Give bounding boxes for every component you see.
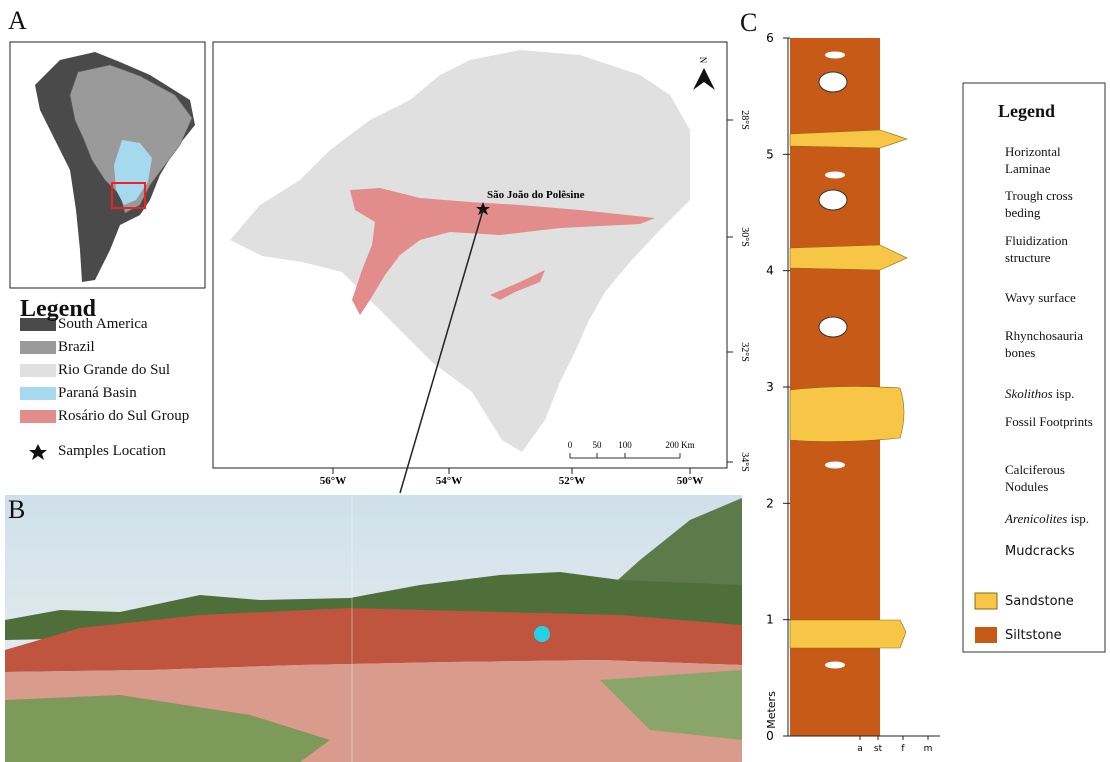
legend-item: Fossil Footprints	[1005, 413, 1100, 430]
legend-swatch	[20, 410, 56, 423]
lon-label: 56°W	[320, 475, 346, 487]
scale-label: 0	[568, 440, 573, 450]
legend-swatch	[20, 364, 56, 377]
grain-label: m	[924, 744, 933, 754]
sandstone-bed	[790, 620, 906, 648]
legend-item: Skolithos isp.	[1005, 385, 1100, 402]
lat-label: 34°S	[739, 452, 750, 472]
bone	[819, 317, 847, 337]
legend-swatch	[975, 627, 997, 643]
nodule	[825, 172, 845, 179]
north-label: N	[698, 57, 708, 64]
legend-swatch	[975, 593, 997, 609]
legend-swatch	[20, 341, 56, 354]
y-tick-label: 0	[766, 729, 774, 743]
lon-label: 52°W	[559, 475, 585, 487]
legend-item: Horizontal Laminae	[1005, 143, 1100, 177]
legend-item: Rosário do Sul Group	[58, 408, 189, 425]
genus: Arenicolites	[1005, 511, 1067, 526]
legend-swatch	[20, 387, 56, 400]
legend-item: Samples Location	[58, 443, 166, 460]
axis-label: Meters	[765, 691, 778, 729]
legend-item: Calciferous Nodules	[1005, 461, 1100, 495]
grain-label: a	[857, 744, 863, 754]
scale-label: 200 Km	[665, 440, 694, 450]
lat-label: 28°S	[739, 110, 750, 130]
legend-item: Brazil	[58, 339, 95, 356]
scale-label: 50	[593, 440, 603, 450]
legend-star	[29, 444, 47, 460]
y-tick-label: 3	[766, 380, 774, 394]
sandstone-bed	[790, 386, 904, 441]
suffix: isp.	[1056, 386, 1074, 401]
grain-label: st	[874, 744, 883, 754]
genus: Skolithos	[1005, 386, 1053, 401]
legend-item: Rhynchosauria bones	[1005, 327, 1100, 361]
bone	[819, 190, 847, 210]
legend-item: Paraná Basin	[58, 385, 137, 402]
legend-item: Fluidization structure	[1005, 232, 1100, 266]
lon-label: 54°W	[436, 475, 462, 487]
nodule	[825, 52, 845, 59]
legend-item: Arenicolites isp.	[1005, 510, 1100, 527]
legend-item: South America	[58, 316, 148, 333]
nodule	[825, 462, 845, 469]
panel-letter: A	[8, 6, 27, 36]
y-tick-label: 1	[766, 613, 774, 627]
site-label: São João do Polêsine	[487, 189, 585, 201]
suffix: isp.	[1071, 511, 1089, 526]
figure: N São João do Polêsine Meters 28°S30°S32…	[0, 0, 1110, 762]
grain-label: f	[901, 744, 905, 754]
y-tick-label: 5	[766, 147, 774, 161]
legend-item: Wavy surface	[1005, 289, 1100, 306]
legend-item: Siltstone	[1005, 627, 1100, 644]
bone	[819, 72, 847, 92]
panel-letter: B	[8, 495, 25, 525]
lat-label: 32°S	[739, 342, 750, 362]
nodule	[825, 662, 845, 669]
legend-item: Trough cross beding	[1005, 187, 1100, 221]
y-tick-label: 2	[766, 496, 774, 510]
panel-letter: C	[740, 8, 757, 38]
legend-title: Legend	[998, 103, 1055, 120]
y-tick-label: 6	[766, 31, 774, 45]
y-tick-label: 4	[766, 264, 774, 278]
legend-item: Sandstone	[1005, 593, 1100, 610]
lat-label: 30°S	[739, 227, 750, 247]
lon-label: 50°W	[677, 475, 703, 487]
legend-item: Mudcracks	[1005, 543, 1100, 560]
scale-label: 100	[618, 440, 632, 450]
page: N São João do Polêsine Meters 28°S30°S32…	[0, 0, 1110, 762]
sample-point	[534, 626, 550, 642]
legend-item: Rio Grande do Sul	[58, 362, 170, 379]
sandstone-bed	[790, 245, 907, 270]
